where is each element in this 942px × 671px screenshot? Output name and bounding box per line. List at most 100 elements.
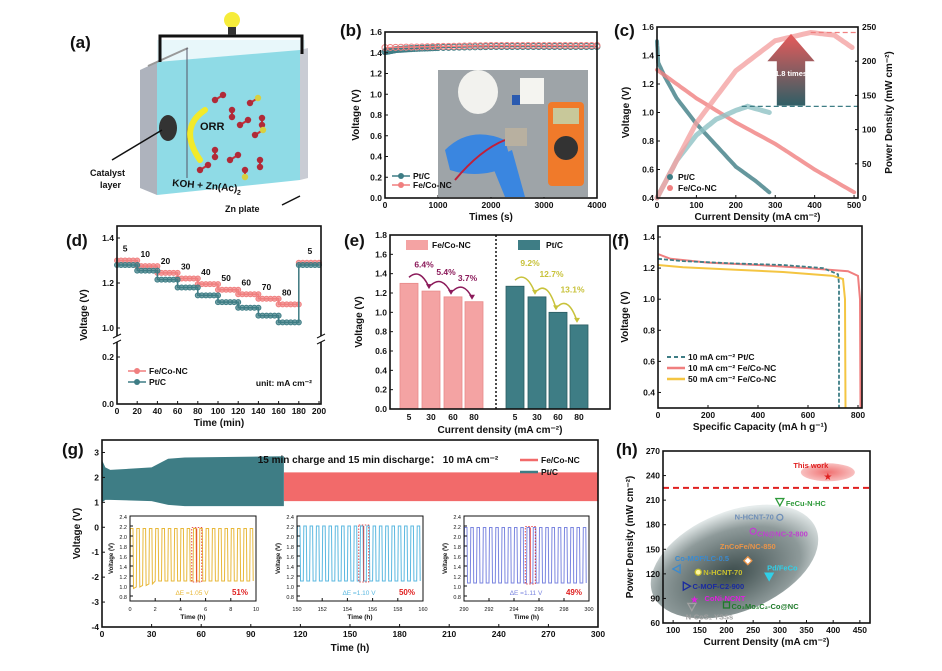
oxygen-atom [236,121,244,129]
chart-c-xtick-label: 300 [768,200,782,210]
series-line-f-2 [657,264,847,409]
inset-1-xtick-label: 150 [292,607,301,613]
series-marker-d-1 [235,299,242,306]
chart-c-ytick-label: 0.4 [642,193,654,203]
cell-top-face [157,40,305,62]
series-marker-b-1 [487,41,495,49]
series-marker-d-1 [255,304,262,311]
legend-c-0-label: Pt/C [678,172,695,182]
inset-2-efficiency: 49% [566,588,582,597]
chart-f-ylabel: Voltage (V) [620,291,631,342]
delta-e-marker [191,527,203,583]
oxygen-atom [211,146,219,154]
external-wire [158,34,304,62]
legend-e-swatch-1 [518,240,540,250]
inset-0-ytick-label: 2.0 [119,535,127,541]
scatter-point [686,602,697,612]
inset-0-xtick-label: 0 [128,607,131,613]
series-marker-b-1 [450,42,458,50]
inset-0-efficiency: 51% [232,588,248,597]
chart-d-xtick-label: 200 [312,406,326,416]
inset-1-ytick-label: 1.6 [286,555,294,561]
inset-1-delta-e: ΔE =1.10 V [342,590,376,597]
series-marker-b-1 [572,41,580,49]
inset-1-ytick-label: 1.8 [286,545,294,551]
scatter-point-label: N-HCNT-70 [735,512,774,521]
series-marker-b-1 [519,41,527,49]
inset-1-ytick-label: 2.2 [286,525,294,531]
chart-e-xtick-label: 5 [407,412,412,422]
oxygen-atom [196,166,204,174]
chart-e-ytick-label: 1.4 [375,269,387,279]
chart-e-xtick-label: 60 [553,412,563,422]
series-marker-b-1 [466,42,474,50]
series-marker-b-1 [577,41,585,49]
chart-h-xtick-label: 250 [746,625,760,635]
series-marker-b-1 [418,43,426,51]
scatter-point [764,572,775,582]
inset-1-xtick-label: 160 [418,607,427,613]
chart-f-ytick-label: 1.0 [643,294,655,304]
chart-c-right-ytick-label: 250 [862,22,876,32]
series-marker-b-1 [455,42,463,50]
series-marker-b-1 [439,42,447,50]
drop-arrow-head [553,305,559,311]
chart-f-xtick-label: 400 [751,410,765,420]
legend-e-swatch-0 [406,240,428,250]
inset-1-xtick-label: 152 [318,607,327,613]
chart-h-xtick-label: 350 [799,625,813,635]
chart-f-ytick-label: 0.6 [643,356,655,366]
inset-0-ytick-label: 1.2 [119,575,127,581]
zn-plate [300,48,308,180]
oxygen-atom [256,156,264,164]
chart-d-xtick-label: 160 [272,406,286,416]
legend-f-2-label: 50 mA cm⁻² Fe/Co-NC [688,374,776,384]
chart-c-xtick-label: 0 [655,200,660,210]
inset-0-xtick-label: 8 [229,607,232,613]
delta-e-marker [524,526,536,585]
this-work-region [800,463,855,482]
chart-c-y2label: Power Density (mW cm⁻²) [884,51,895,174]
current-step-label: 5 [123,244,128,254]
scatter-point-label: Pd/FeCo [767,563,798,572]
chart-e-xtick-label: 30 [532,412,542,422]
series-line-f-0 [657,257,840,408]
chart-f-xtick-label: 800 [851,410,865,420]
scatter-point [671,563,681,575]
chart-g-xtick-label: 30 [147,629,157,639]
axis-break-mark [316,339,326,345]
series-marker-b-1 [429,43,437,51]
inset-1-ytick-label: 1.2 [286,575,294,581]
scatter-point-label: FeCu-N-HC [786,499,827,508]
panel-label-a: (a) [70,33,91,52]
inset-0-ylabel: Voltage (V) [109,543,115,574]
panel-label-h: (h) [616,440,638,459]
series-marker-b-1 [413,43,421,51]
inset-1-efficiency: 50% [399,588,415,597]
chart-g-ytick-label: -4 [91,622,99,632]
inset-1-ytick-label: 0.8 [286,595,294,601]
chart-e-xtick-label: 5 [513,412,518,422]
current-step-label: 10 [141,249,151,259]
axis-break [317,336,325,342]
scatter-point: ★ [823,472,832,483]
chart-d-xtick-label: 40 [153,406,163,416]
light-bulb-icon [224,12,240,35]
chart-h-xtick-label: 450 [853,625,867,635]
chart-h-ytick-label: 210 [646,495,660,505]
inset-2-ytick-label: 2.0 [453,535,461,541]
inset-1-xtick-label: 154 [343,607,352,613]
panel-label-e: (e) [344,231,365,250]
legend-c-0-marker [667,174,673,180]
chart-h-ytick-label: 180 [646,520,660,530]
drop-percent-label: 13.1% [560,284,585,294]
chart-c-ytick-label: 1.4 [642,51,654,61]
inset-2-ytick-label: 2.2 [453,525,461,531]
chart-f-ytick-label: 0.8 [643,325,655,335]
series-line-c-1 [655,67,857,195]
axis-break-mark [112,339,122,345]
chart-g-ylabel: Voltage (V) [72,508,83,559]
chart-b-xtick-label: 2000 [482,200,501,210]
chart-c-xtick-label: 100 [689,200,703,210]
series-marker-b-1 [402,43,410,51]
